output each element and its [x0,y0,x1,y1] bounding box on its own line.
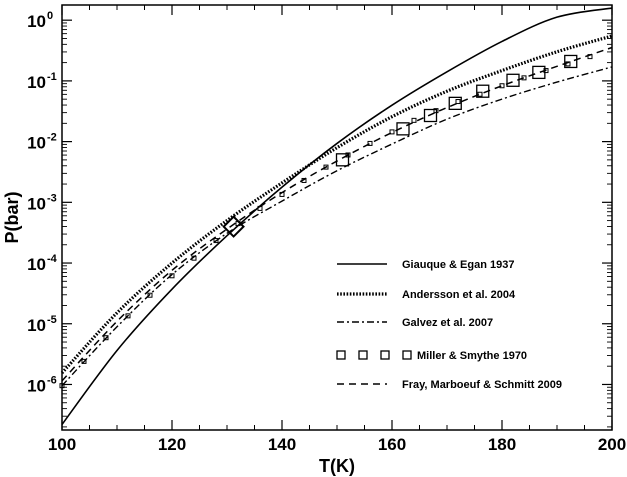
series-line-giauque-egan-1937 [61,7,613,426]
data-point-miller-smythe-1970 [335,153,350,167]
legend-marker-miller-smythe-1970 [402,350,412,360]
x-axis-title: T(K) [319,456,355,476]
y-tick-label: 10 [27,12,46,31]
y-tick-label: 10 [27,194,46,213]
small-data-point [301,177,307,183]
data-point-miller-smythe-1970 [506,73,520,87]
small-data-point [455,99,461,105]
series-layer [60,7,613,426]
small-data-point [279,191,285,197]
y-tick-label: 10 [27,134,46,153]
small-data-point [389,129,395,135]
legend-label-giauque-egan-1937: Giauque & Egan 1937 [402,259,514,271]
x-tick-label: 200 [598,435,626,454]
x-tick-label: 160 [378,435,406,454]
data-point-miller-smythe-1970 [532,65,546,80]
data-point-miller-smythe-1970 [448,96,462,111]
legend-label-galvez-et-al-2007: Galvez et al. 2007 [402,317,493,329]
y-tick-exponent: 0 [47,10,53,22]
data-point-miller-smythe-1970 [222,215,245,238]
data-point-miller-smythe-1970 [396,122,410,136]
small-data-point [543,68,549,74]
small-data-point [477,91,483,97]
x-tick-label: 120 [158,435,186,454]
y-tick-label: 10 [27,376,46,395]
plot-frame [61,4,613,431]
series-line-andersson-et-al-2004 [60,34,613,375]
small-data-point [565,61,571,67]
y-tick-label: 10 [27,255,46,274]
y-tick-exponent: -3 [47,192,57,204]
axes-layer: 100 120 140 160 180 20010-610-510-410-310-210… [27,4,626,454]
x-tick-label: 180 [488,435,516,454]
y-tick-exponent: -6 [47,374,57,386]
series-line-fray-marboeuf-schmitt-2009 [61,46,613,382]
small-data-point [499,83,505,89]
small-data-point [81,358,87,364]
small-data-point [213,238,219,244]
small-data-point [411,117,417,123]
y-tick-label: 10 [27,73,46,92]
y-tick-exponent: -1 [47,71,57,83]
legend: Giauque & Egan 1937 Andersson et al. 2004… [336,259,562,391]
small-data-point [587,54,593,60]
small-data-point [521,75,527,81]
small-data-point [191,255,197,261]
series-line-galvez-et-al-2007 [61,66,613,387]
legend-marker-miller-smythe-1970 [336,350,346,360]
y-tick-exponent: -4 [47,253,58,265]
x-tick-label: 140 [268,435,296,454]
legend-marker-miller-smythe-1970 [380,350,390,360]
data-point-miller-smythe-1970 [423,108,438,123]
legend-label-andersson-et-al-2004: Andersson et al. 2004 [402,289,516,301]
legend-label-miller-smythe-1970: Miller & Smythe 1970 [417,350,527,362]
y-tick-label: 10 [27,316,46,335]
x-tick-label: 100 [48,435,76,454]
small-data-point [257,205,263,211]
y-axis-title: P(bar) [2,191,22,243]
small-data-point [367,140,373,146]
data-point-miller-smythe-1970 [564,54,578,69]
y-tick-exponent: -5 [47,314,57,326]
legend-marker-miller-smythe-1970 [358,350,368,360]
small-data-point [323,164,329,170]
y-tick-exponent: -2 [47,132,57,144]
small-data-point [169,273,175,279]
small-data-point [125,313,131,319]
small-data-point [147,292,153,298]
legend-label-fray-marboeuf-schmitt-2009: Fray, Marboeuf & Schmitt 2009 [402,379,562,391]
data-point-miller-smythe-1970 [476,84,490,98]
markers-layer [59,54,593,389]
small-data-point [103,335,109,341]
